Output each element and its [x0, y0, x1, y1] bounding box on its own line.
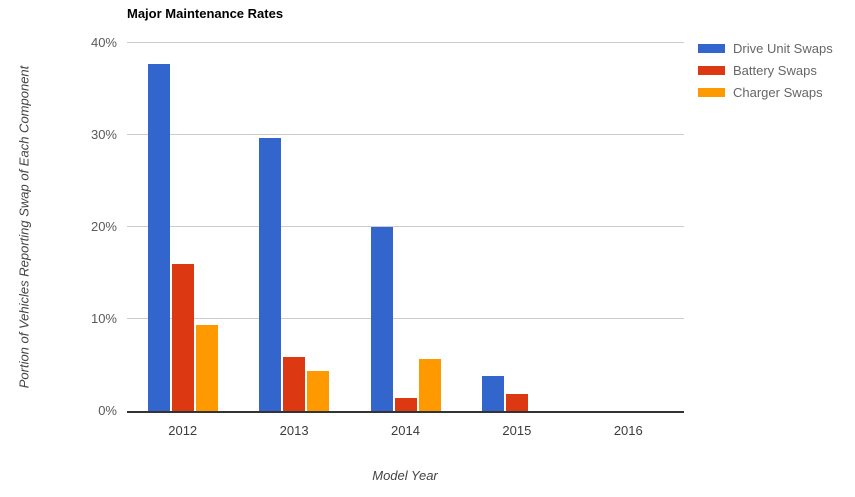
bar-group-2014 [350, 43, 461, 411]
bar-group-2013 [238, 43, 349, 411]
bar-battery-swaps-2015[interactable] [505, 393, 528, 411]
legend-label-drive-unit-swaps: Drive Unit Swaps [733, 40, 833, 56]
plot-area [127, 42, 684, 413]
x-tick-label-2013: 2013 [279, 423, 309, 438]
bar-group-2012 [127, 43, 238, 411]
gridline-20 [127, 226, 684, 227]
y-tick-label-10: 10% [90, 311, 117, 326]
legend: Drive Unit Swaps Battery Swaps Charger Swa… [698, 41, 833, 107]
bar-drive-unit-swaps-2012[interactable] [147, 64, 170, 411]
bar-battery-swaps-2014[interactable] [394, 398, 417, 411]
gridline-40 [127, 42, 684, 43]
chart-title: Major Maintenance Rates [127, 6, 284, 21]
x-tick-label-2016: 2016 [613, 423, 643, 438]
bar-charger-swaps-2014[interactable] [418, 358, 441, 411]
legend-item-battery-swaps: Battery Swaps [698, 62, 833, 78]
y-tick-label-20: 20% [90, 219, 117, 234]
bar-drive-unit-swaps-2015[interactable] [481, 376, 504, 411]
y-tick-label-40: 40% [90, 35, 117, 50]
x-tick-label-2012: 2012 [168, 423, 198, 438]
bar-group-2016 [573, 43, 684, 411]
legend-swatch-drive-unit-swaps [698, 43, 725, 53]
bar-charger-swaps-2013[interactable] [307, 371, 330, 411]
x-axis-title: Model Year [372, 468, 438, 483]
bar-groups-container [127, 43, 684, 411]
legend-label-charger-swaps: Charger Swaps [733, 84, 823, 100]
bar-battery-swaps-2013[interactable] [283, 356, 306, 411]
y-tick-label-0: 0% [98, 403, 117, 418]
x-tick-label-2015: 2015 [502, 423, 532, 438]
legend-item-drive-unit-swaps: Drive Unit Swaps [698, 40, 833, 56]
legend-swatch-battery-swaps [698, 65, 725, 75]
legend-swatch-charger-swaps [698, 87, 725, 97]
legend-label-battery-swaps: Battery Swaps [733, 62, 817, 78]
y-tick-label-30: 30% [90, 127, 117, 142]
bar-charger-swaps-2012[interactable] [195, 324, 218, 411]
y-axis-title: Portion of Vehicles Reporting Swap of Ea… [16, 65, 32, 389]
gridline-30 [127, 134, 684, 135]
legend-item-charger-swaps: Charger Swaps [698, 84, 833, 100]
x-tick-label-2014: 2014 [391, 423, 420, 438]
gridline-10 [127, 318, 684, 319]
bar-drive-unit-swaps-2014[interactable] [370, 227, 393, 411]
bar-drive-unit-swaps-2013[interactable] [259, 137, 282, 411]
bar-group-2015 [461, 43, 572, 411]
bar-battery-swaps-2012[interactable] [171, 263, 194, 411]
